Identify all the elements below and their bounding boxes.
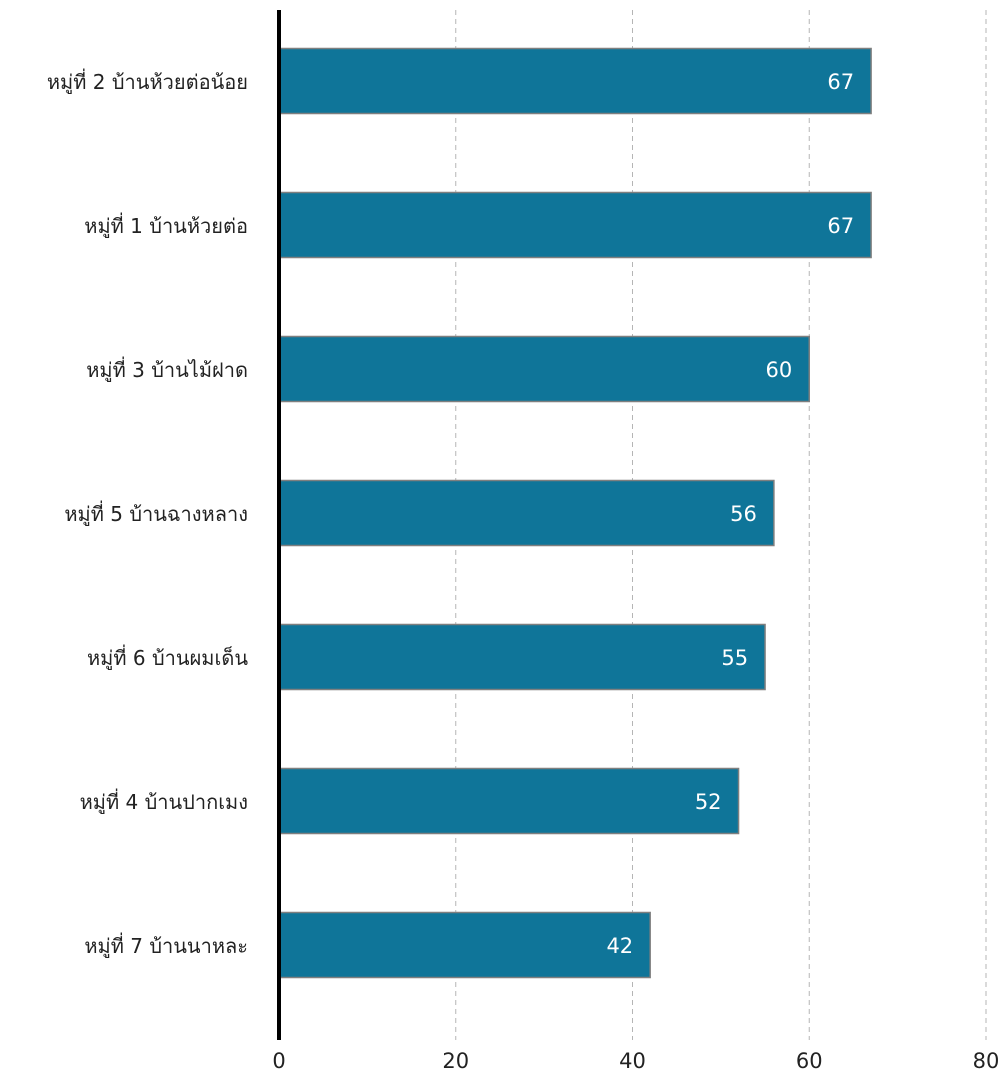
value-label-3: 60 xyxy=(766,358,793,382)
category-label-2: หมู่ที่ 1 บ้านห้วยต่อ xyxy=(84,212,248,239)
x-tick-label-60: 60 xyxy=(796,1049,823,1073)
label-layer: 0 20 40 60 80 หมู่ที่ 2 บ้านห้วยต่อน้อย 67 หมู่… xyxy=(47,68,999,1073)
bar-layer xyxy=(278,47,872,979)
category-label-6: หมู่ที่ 4 บ้านปากเมง xyxy=(80,788,248,815)
bar-1 xyxy=(278,47,872,115)
value-label-5: 55 xyxy=(721,646,748,670)
x-tick-label-80: 80 xyxy=(973,1049,1000,1073)
x-tick-label-40: 40 xyxy=(619,1049,646,1073)
category-label-1: หมู่ที่ 2 บ้านห้วยต่อน้อย xyxy=(47,68,248,95)
category-label-7: หมู่ที่ 7 บ้านนาหละ xyxy=(84,932,248,959)
bar-5 xyxy=(278,623,766,691)
bar-2 xyxy=(278,191,872,259)
category-label-4: หมู่ที่ 5 บ้านฉางหลาง xyxy=(64,500,248,527)
category-label-5: หมู่ที่ 6 บ้านผมเด็น xyxy=(87,644,248,671)
value-label-7: 42 xyxy=(606,934,633,958)
bar-3 xyxy=(278,335,810,403)
bar-4 xyxy=(278,479,775,547)
x-tick-label-20: 20 xyxy=(442,1049,469,1073)
bar-6 xyxy=(278,767,740,835)
value-label-2: 67 xyxy=(827,214,854,238)
value-label-1: 67 xyxy=(827,70,854,94)
value-label-4: 56 xyxy=(730,502,757,526)
value-label-6: 52 xyxy=(695,790,722,814)
x-tick-label-0: 0 xyxy=(272,1049,285,1073)
bar-7 xyxy=(278,911,651,979)
category-label-3: หมู่ที่ 3 บ้านไม้ฝาด xyxy=(86,356,248,383)
